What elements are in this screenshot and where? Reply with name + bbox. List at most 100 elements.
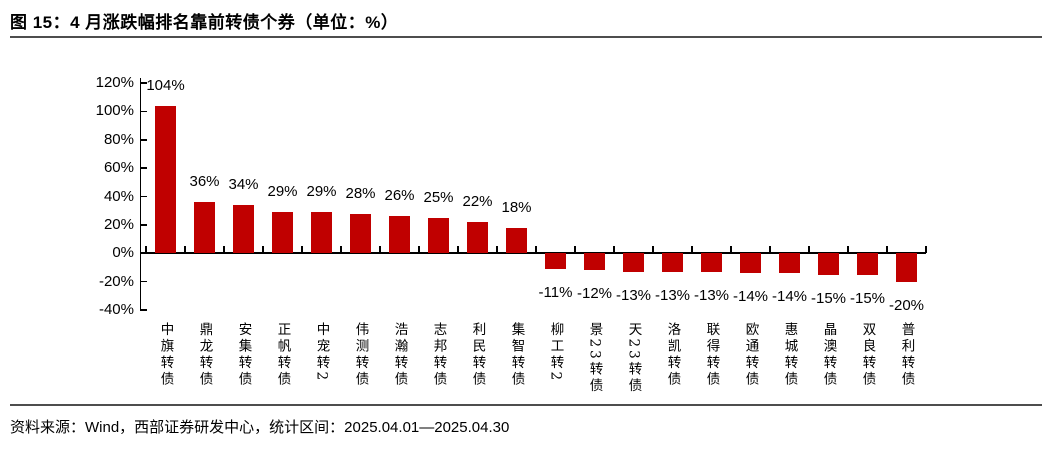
y-axis-label: 100% (95, 102, 134, 120)
x-axis-tick (223, 246, 225, 254)
x-category-label: 景23转债 (586, 322, 603, 395)
x-axis-tick (808, 246, 810, 254)
x-category-label: 安集转债 (235, 322, 252, 388)
bar-value-label: -13% (693, 286, 730, 304)
x-category-label: 利民转债 (469, 322, 486, 388)
y-axis-label: 40% (103, 187, 134, 205)
bar-value-label: 34% (228, 176, 259, 193)
x-axis-tick (418, 246, 420, 254)
x-axis-tick (574, 246, 576, 254)
bar-value-label: 25% (423, 188, 454, 206)
x-category-label: 中宠转2 (313, 322, 330, 384)
bar (467, 222, 488, 254)
bar-value-label: 22% (462, 193, 493, 211)
y-axis-tick (141, 82, 148, 84)
x-category-label: 伟测转债 (352, 322, 369, 388)
x-category-label: 浩瀚转债 (391, 322, 408, 388)
bar-value-label: -13% (615, 286, 652, 304)
bar-value-label: 104% (146, 76, 185, 94)
x-axis-tick (886, 246, 888, 254)
y-axis-tick (141, 195, 148, 198)
y-axis-tick (141, 110, 148, 113)
bar-value-label: 28% (345, 184, 376, 202)
y-axis-label: 20% (103, 215, 134, 233)
x-category-label: 惠城转债 (781, 322, 798, 388)
bar-value-label: -15% (849, 289, 886, 307)
x-axis-tick (847, 246, 849, 254)
y-axis-label: 60% (103, 159, 134, 177)
bar-value-label: -14% (732, 288, 769, 306)
x-category-label: 天23转债 (625, 322, 642, 395)
bottom-divider (10, 404, 1042, 406)
x-category-label: 双良转债 (859, 322, 876, 388)
y-axis-tick (141, 252, 148, 255)
x-axis-tick (769, 246, 771, 254)
x-category-label: 晶澳转债 (820, 322, 837, 388)
bar (779, 253, 800, 274)
x-axis-tick (184, 246, 186, 254)
x-category-label: 柳工转2 (547, 322, 564, 384)
x-category-label: 洛凯转债 (664, 322, 681, 388)
y-axis-tick (141, 167, 148, 169)
bar-value-label: 29% (306, 183, 337, 201)
bar-value-label: 18% (501, 198, 532, 216)
x-axis-tick (925, 246, 927, 254)
x-axis-line (139, 252, 926, 255)
bar-value-label: -11% (538, 283, 573, 301)
bar (584, 253, 605, 271)
bar (155, 105, 176, 254)
bar-value-label: -13% (654, 286, 691, 304)
figure-title: 图 15：4 月涨跌幅排名靠前转债个券（单位：%） (10, 13, 399, 32)
y-axis-label: 0% (112, 244, 134, 262)
y-axis-tick (141, 224, 148, 226)
bar (428, 217, 449, 254)
x-axis-tick (613, 246, 615, 254)
x-category-label: 联得转债 (703, 322, 720, 388)
bar (350, 213, 371, 254)
y-axis-label: -40% (98, 301, 134, 318)
x-axis-tick (496, 246, 498, 254)
bar (311, 212, 332, 254)
x-axis-tick (262, 246, 264, 254)
bar (623, 253, 644, 272)
bar-value-label: -15% (810, 289, 847, 307)
y-axis-label: -20% (98, 272, 134, 290)
x-category-label: 普利转债 (898, 322, 915, 388)
x-category-label: 正帆转债 (274, 322, 291, 388)
x-category-label: 集智转债 (508, 322, 525, 388)
x-category-label: 鼎龙转债 (196, 322, 213, 388)
y-axis-label: 80% (103, 130, 134, 148)
bar (545, 253, 566, 269)
bar (740, 253, 761, 274)
y-axis-line (139, 78, 142, 311)
x-category-label: 欧通转债 (742, 322, 759, 388)
x-category-label: 中旗转债 (157, 322, 174, 388)
bar (233, 205, 254, 254)
bar (857, 253, 878, 275)
x-axis-tick (535, 246, 537, 254)
bar (701, 253, 722, 272)
y-axis-tick (141, 309, 148, 311)
bar-value-label: -20% (888, 296, 925, 314)
bar (818, 253, 839, 275)
y-axis-tick (141, 138, 148, 141)
bar-value-label: 36% (189, 173, 220, 191)
x-axis-tick (301, 246, 303, 254)
x-axis-tick (457, 246, 459, 254)
x-axis-tick (340, 246, 342, 254)
top-divider (10, 36, 1042, 38)
bar (194, 202, 215, 254)
x-axis-tick (691, 246, 693, 254)
bar-value-label: 26% (384, 187, 415, 205)
y-axis-tick (141, 280, 148, 283)
bar-value-label: -12% (576, 285, 613, 303)
bar (272, 212, 293, 254)
bar (662, 253, 683, 272)
y-axis-label: 120% (95, 74, 134, 91)
source-note: 资料来源：Wind，西部证券研发中心，统计区间：2025.04.01—2025.… (10, 419, 510, 436)
bar (896, 253, 917, 282)
bar (506, 227, 527, 254)
x-category-label: 志邦转债 (430, 322, 447, 388)
